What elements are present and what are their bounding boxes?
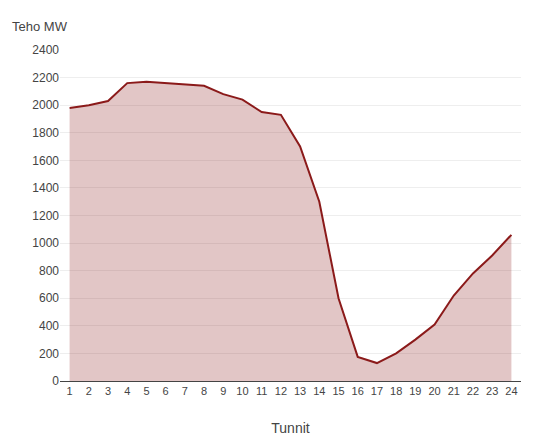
svg-text:0: 0 <box>52 374 59 388</box>
svg-text:11: 11 <box>256 385 267 397</box>
svg-text:Teho MW: Teho MW <box>12 19 68 34</box>
svg-text:2200: 2200 <box>32 71 59 85</box>
svg-text:1000: 1000 <box>32 236 59 250</box>
svg-text:14: 14 <box>313 385 325 397</box>
svg-text:23: 23 <box>486 385 498 397</box>
svg-text:1600: 1600 <box>32 154 59 168</box>
svg-text:10: 10 <box>236 385 248 397</box>
svg-text:22: 22 <box>467 385 479 397</box>
svg-text:7: 7 <box>182 385 188 397</box>
svg-text:24: 24 <box>505 385 517 397</box>
svg-text:15: 15 <box>332 385 344 397</box>
svg-text:18: 18 <box>390 385 402 397</box>
svg-text:6: 6 <box>163 385 169 397</box>
svg-text:200: 200 <box>39 347 59 361</box>
svg-text:3: 3 <box>105 385 111 397</box>
svg-text:1400: 1400 <box>32 181 59 195</box>
svg-text:12: 12 <box>275 385 287 397</box>
svg-text:5: 5 <box>143 385 149 397</box>
svg-text:600: 600 <box>39 291 59 305</box>
svg-text:1800: 1800 <box>32 126 59 140</box>
svg-text:20: 20 <box>428 385 440 397</box>
svg-text:19: 19 <box>409 385 421 397</box>
svg-text:13: 13 <box>294 385 306 397</box>
svg-text:16: 16 <box>352 385 364 397</box>
svg-text:2000: 2000 <box>32 98 59 112</box>
svg-text:1: 1 <box>67 385 73 397</box>
svg-text:800: 800 <box>39 264 59 278</box>
svg-text:8: 8 <box>201 385 207 397</box>
svg-text:17: 17 <box>371 385 383 397</box>
svg-text:9: 9 <box>220 385 226 397</box>
svg-text:2400: 2400 <box>32 43 59 57</box>
svg-text:1200: 1200 <box>32 209 59 223</box>
svg-text:400: 400 <box>39 319 59 333</box>
svg-text:2: 2 <box>86 385 92 397</box>
svg-text:Tunnit: Tunnit <box>271 420 310 436</box>
svg-text:21: 21 <box>448 385 460 397</box>
svg-text:4: 4 <box>124 385 130 397</box>
